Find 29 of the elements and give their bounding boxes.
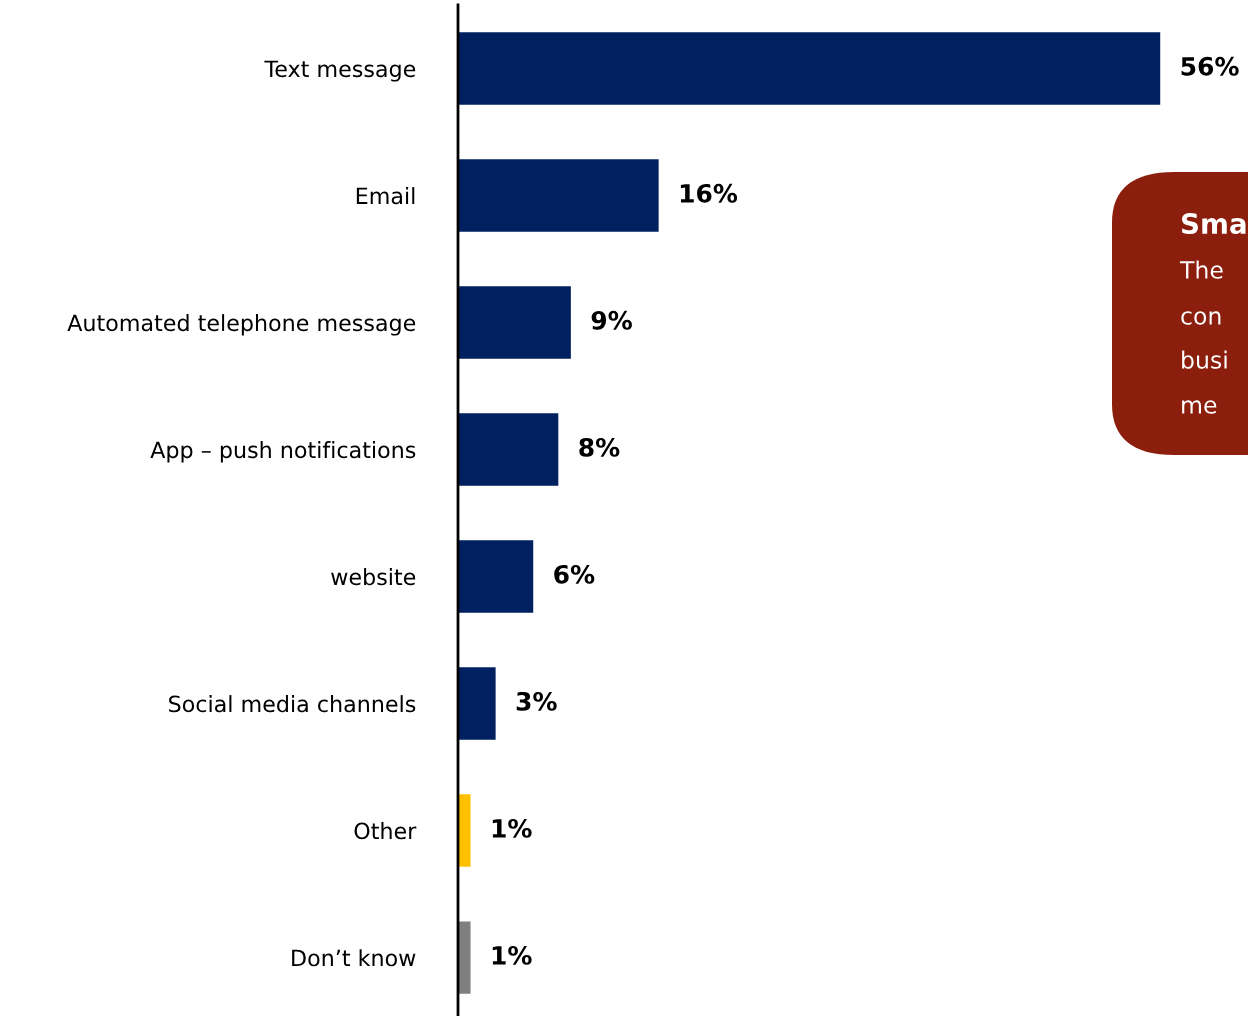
data-label: 16% <box>680 183 738 203</box>
text: busi <box>1182 350 1227 369</box>
y-tick-label: App – push notifications <box>150 441 416 463</box>
bar <box>458 159 659 232</box>
y-tick-label: Automated telephone message <box>67 314 416 336</box>
data-label: 9% <box>591 310 632 330</box>
text: me <box>1182 400 1217 414</box>
text: con <box>1181 311 1221 325</box>
bar <box>458 286 571 359</box>
bar <box>458 794 471 867</box>
bar <box>458 921 471 994</box>
text: Sma <box>1181 213 1246 235</box>
data-label: 56% <box>1181 56 1239 76</box>
y-tick-label: Text message <box>264 60 416 82</box>
y-tick-label: website <box>331 568 416 586</box>
data-label: 1% <box>492 945 532 965</box>
data-label: 6% <box>554 564 595 584</box>
text: The <box>1179 260 1223 279</box>
bar <box>458 32 1161 105</box>
y-tick-label: Other <box>354 822 417 840</box>
bar <box>458 667 496 740</box>
bar <box>458 540 534 613</box>
data-label: 3% <box>516 691 557 711</box>
y-tick-label: Social media channels <box>169 695 416 713</box>
data-label: 1% <box>492 818 532 838</box>
y-tick-label: Don’t know <box>292 949 416 967</box>
data-label: 8% <box>579 437 620 457</box>
y-tick-label: Email <box>356 187 415 205</box>
bar <box>458 413 559 486</box>
